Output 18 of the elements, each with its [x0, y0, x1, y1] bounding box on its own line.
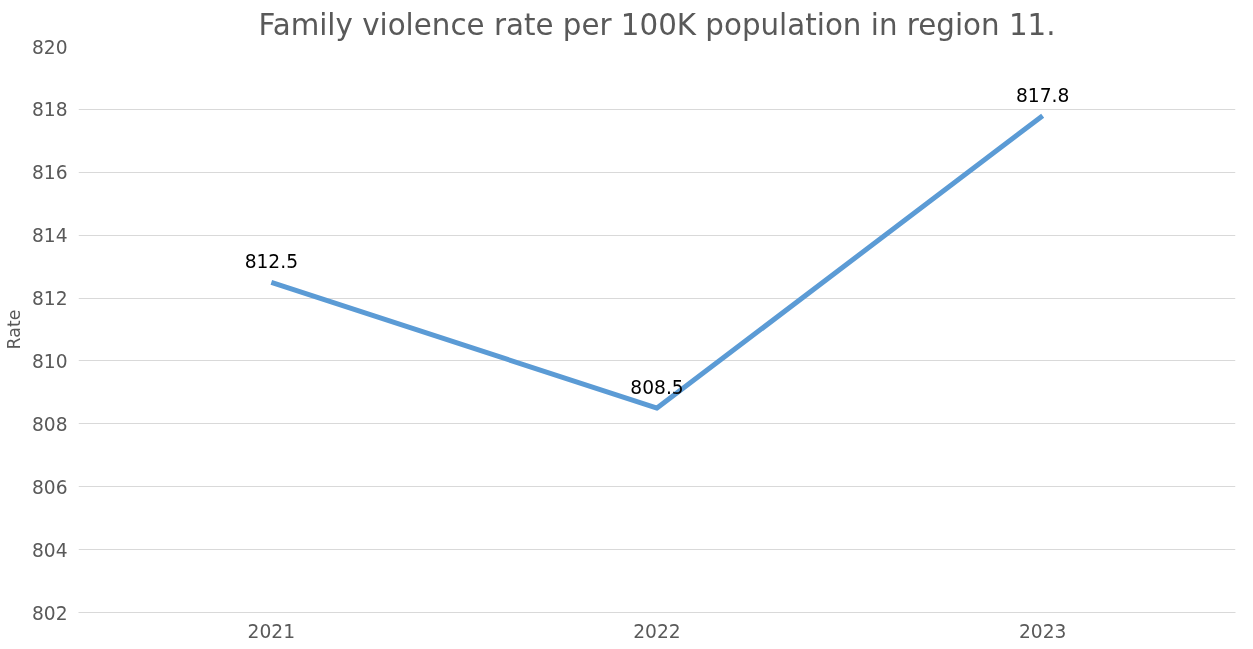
y-tick-label: 816 — [31, 162, 68, 184]
chart-title: Family violence rate per 100K population in region 11. — [258, 7, 1056, 42]
y-tick-label: 802 — [31, 602, 68, 624]
y-tick-label: 806 — [31, 476, 68, 498]
x-tick-label: 2021 — [247, 620, 296, 642]
data-label: 812.5 — [244, 251, 299, 273]
data-label: 817.8 — [1015, 84, 1070, 106]
y-tick-label: 818 — [31, 99, 68, 121]
y-axis-title: Rate — [3, 309, 24, 350]
y-tick-label: 810 — [31, 350, 68, 372]
x-tick-label: 2023 — [1018, 620, 1067, 642]
y-tick-label: 814 — [31, 225, 68, 247]
y-tick-label: 820 — [31, 36, 68, 58]
y-tick-label: 812 — [31, 288, 68, 310]
data-label: 808.5 — [630, 377, 684, 399]
x-tick-label: 2022 — [633, 620, 681, 642]
y-tick-label: 804 — [31, 539, 68, 561]
y-tick-label: 808 — [31, 413, 68, 435]
